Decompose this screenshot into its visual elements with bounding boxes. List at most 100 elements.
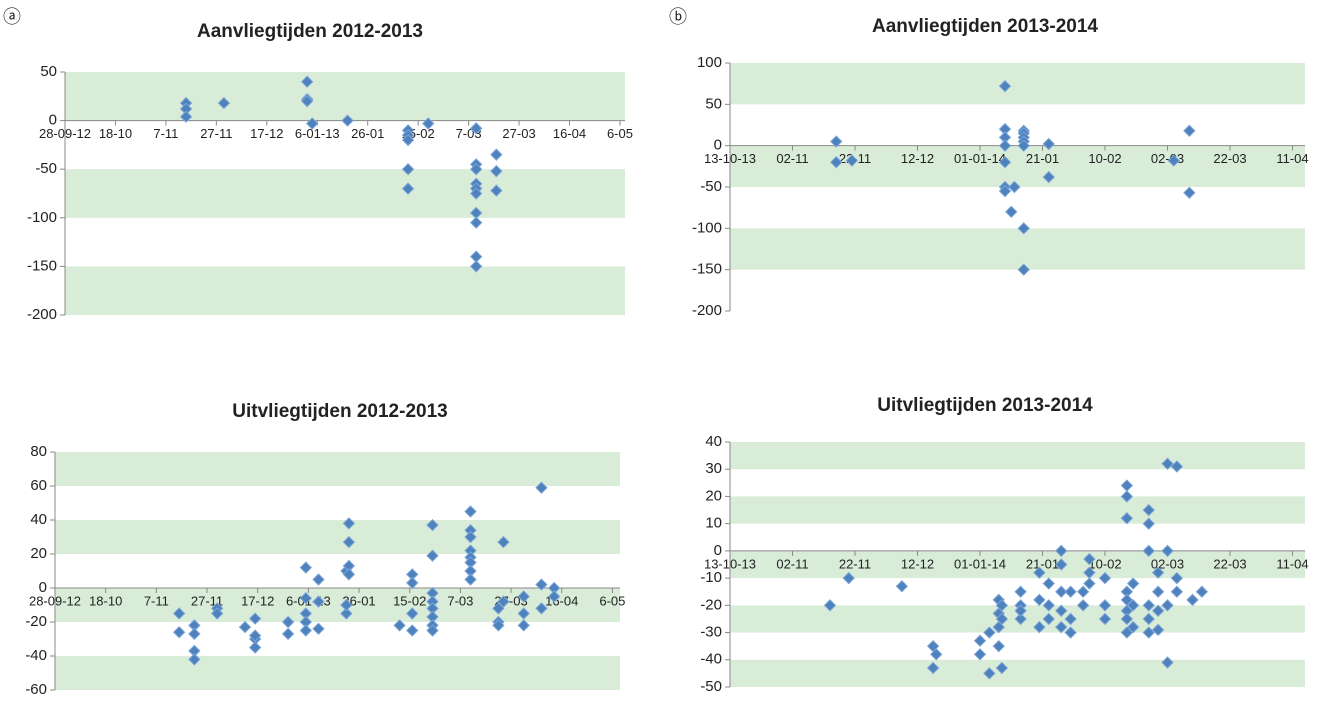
point [1055, 558, 1068, 571]
y-tick-label: -100 [692, 219, 722, 236]
point [312, 595, 325, 608]
grid-band [55, 520, 620, 554]
y-tick-label: 20 [705, 487, 722, 504]
point [312, 622, 325, 636]
y-tick-label: -200 [692, 302, 722, 319]
point [1014, 585, 1027, 598]
point [1183, 186, 1196, 199]
point [1014, 612, 1027, 626]
point [492, 619, 505, 632]
point [426, 549, 439, 562]
y-tick-label: -40 [700, 651, 722, 668]
point [1076, 585, 1090, 598]
point [1098, 599, 1112, 612]
point [210, 607, 224, 620]
point [535, 578, 548, 591]
x-tick-label: 7-03 [447, 593, 473, 608]
point [1017, 222, 1030, 235]
point [497, 535, 510, 549]
x-tick-label: 6-05 [599, 593, 625, 608]
point [401, 133, 415, 147]
point [1142, 503, 1155, 517]
grid-band [65, 72, 625, 121]
point [1098, 571, 1112, 585]
point [1042, 577, 1055, 590]
x-tick-label: 12-12 [901, 556, 934, 571]
point [1186, 593, 1199, 607]
grid-band [65, 169, 625, 218]
point [998, 139, 1012, 152]
point [305, 117, 319, 130]
grid-band [55, 588, 620, 622]
point [995, 661, 1009, 675]
grid-band [730, 442, 1305, 470]
point [469, 122, 483, 135]
y-tick-label: -10 [700, 569, 722, 586]
point [281, 627, 295, 641]
point [426, 518, 439, 532]
point [1033, 620, 1046, 634]
point [1151, 585, 1165, 598]
grid-band [730, 496, 1305, 524]
point [830, 135, 843, 148]
y-tick-label: 0 [714, 137, 722, 154]
point [490, 148, 503, 161]
point [1055, 585, 1068, 598]
point [1076, 599, 1090, 612]
point [464, 573, 477, 586]
y-tick-label: 60 [30, 477, 47, 494]
point [1017, 139, 1030, 152]
x-tick-label: 27-03 [502, 126, 535, 141]
point [469, 162, 483, 176]
x-tick-label: 16-04 [553, 126, 586, 141]
point [1170, 571, 1184, 585]
y-tick-label: 0 [39, 579, 47, 596]
point [406, 607, 419, 620]
y-tick-label: -40 [25, 647, 47, 664]
point [973, 648, 987, 661]
point [1055, 620, 1068, 634]
point [1014, 604, 1027, 617]
y-tick-label: 0 [714, 542, 722, 559]
point [188, 627, 201, 641]
point [1142, 544, 1155, 558]
point [517, 590, 530, 603]
point [830, 155, 843, 169]
point [172, 607, 186, 620]
point [340, 607, 353, 620]
x-tick-label: 6-01-13 [295, 126, 340, 141]
point [517, 607, 530, 620]
point [1098, 612, 1112, 626]
point [983, 626, 996, 639]
y-tick-label: -50 [35, 160, 57, 177]
panel-label: ⓐ [3, 7, 21, 28]
point [1142, 612, 1155, 626]
y-tick-label: -200 [27, 306, 57, 323]
point [299, 561, 313, 574]
point [1005, 205, 1018, 219]
point [406, 624, 419, 637]
x-tick-label: 6-05 [607, 126, 633, 141]
x-tick-label: 22-03 [1213, 556, 1246, 571]
point [464, 530, 477, 544]
point [998, 79, 1012, 93]
x-tick-label: 02-11 [776, 151, 808, 166]
y-tick-label: -20 [700, 596, 722, 613]
point [1126, 599, 1140, 612]
y-tick-label: 40 [30, 511, 47, 528]
point [998, 184, 1012, 198]
grid-band [65, 266, 625, 315]
point [299, 591, 313, 605]
point [995, 599, 1009, 612]
point [469, 260, 483, 273]
point [1064, 585, 1077, 598]
x-tick-label: 13-10-13 [704, 556, 756, 571]
y-tick-label: -100 [27, 209, 57, 226]
point [1055, 604, 1068, 617]
point [895, 580, 909, 593]
point [992, 620, 1005, 634]
point [1120, 479, 1134, 492]
point [188, 653, 201, 666]
x-tick-label: 02-03 [1151, 151, 1184, 166]
x-tick-label: 01-01-14 [954, 151, 1006, 166]
